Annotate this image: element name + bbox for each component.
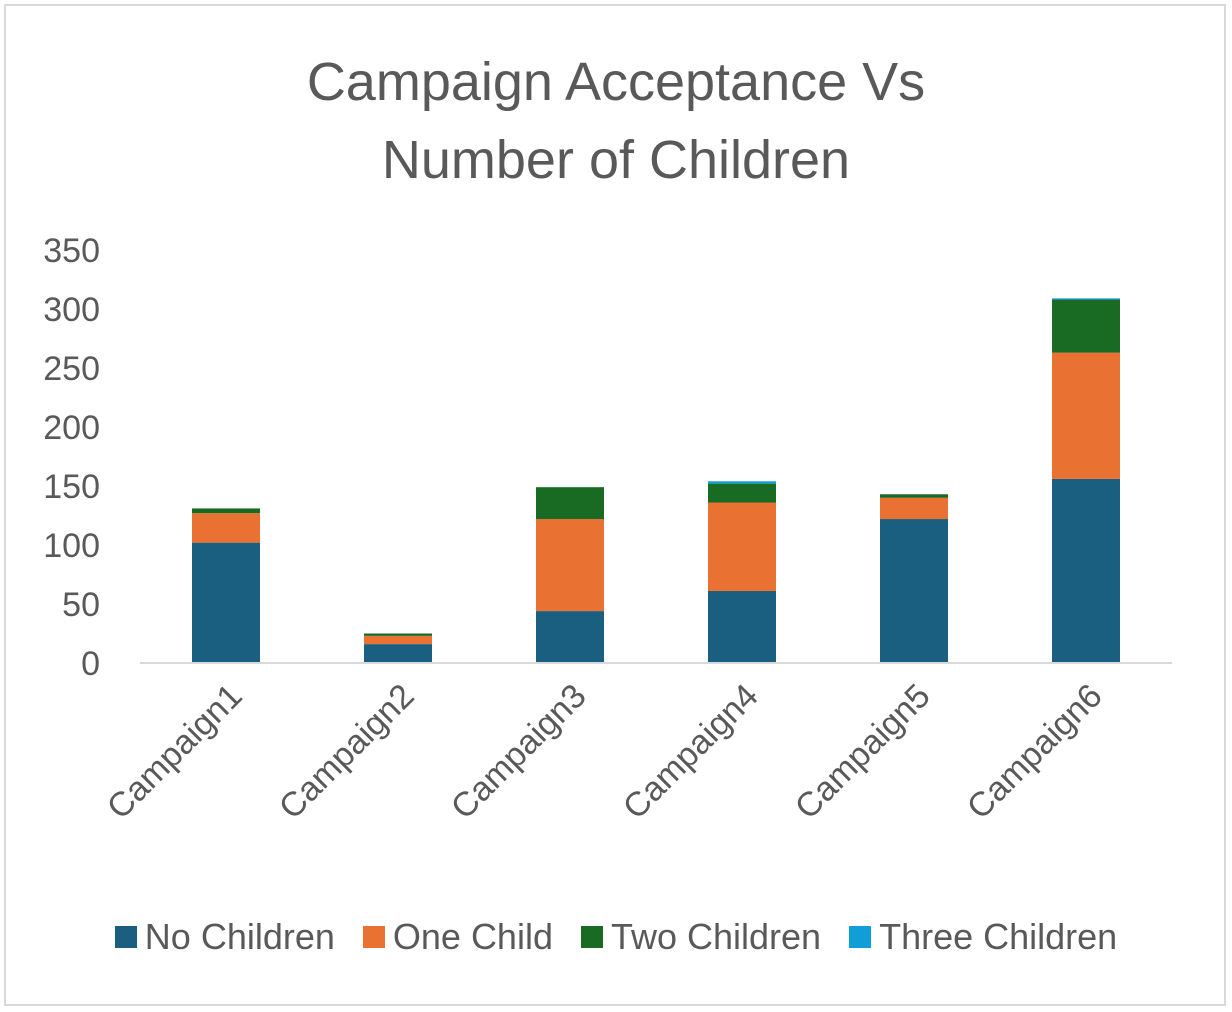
legend-swatch-one-child [362, 926, 385, 948]
bar-segment-two-children [364, 633, 432, 636]
bar-segment-one-child [1052, 352, 1120, 479]
bar-segment-no-children [880, 519, 948, 663]
legend-item-two-children: Two Children [580, 916, 822, 958]
legend-label-one-child: One Child [392, 916, 553, 957]
y-tick-label: 300 [43, 291, 100, 329]
bar-segment-two-children [880, 494, 948, 498]
bar-segment-three-children [1052, 298, 1120, 300]
legend-swatch-no-children [114, 926, 137, 948]
legend-label-three-children: Three Children [879, 916, 1118, 957]
bar-segment-no-children [536, 611, 604, 663]
bar-segment-three-children [708, 481, 776, 484]
legend: No Children One Child Two Children Three… [0, 912, 1232, 962]
chart-plot: 0 50 100 150 200 250 300 350 Campaign1 Campaign2… [43, 232, 1172, 827]
y-tick-label: 350 [43, 232, 100, 270]
bar-segment-two-children [708, 483, 776, 503]
legend-item-one-child: One Child [362, 916, 553, 958]
bar-segment-one-child [364, 635, 432, 645]
x-category-label: Campaign4 [616, 677, 766, 827]
legend-swatch-three-children [849, 926, 872, 948]
x-category-label: Campaign2 [272, 677, 422, 827]
legend-swatch-two-children [580, 926, 603, 948]
y-tick-label: 50 [62, 586, 100, 624]
bars [192, 298, 1120, 663]
bar-segment-no-children [708, 591, 776, 663]
x-category-label: Campaign1 [100, 677, 250, 827]
y-axis-ticks: 0 50 100 150 200 250 300 350 [43, 232, 100, 683]
legend-label-two-children: Two Children [610, 916, 822, 957]
legend-item-three-children: Three Children [849, 916, 1117, 958]
y-tick-label: 150 [43, 468, 100, 506]
y-tick-label: 200 [43, 409, 100, 447]
bar-segment-no-children [364, 644, 432, 663]
bar-segment-one-child [536, 519, 604, 612]
legend-label-no-children: No Children [144, 916, 335, 957]
bar-segment-no-children [192, 542, 260, 663]
y-tick-label: 0 [81, 645, 100, 683]
bar-segment-one-child [708, 502, 776, 592]
chart-title-line2: Number of Children [381, 130, 851, 190]
chart-frame [4, 4, 1226, 1006]
x-category-label: Campaign5 [788, 677, 938, 827]
y-tick-label: 250 [43, 350, 100, 388]
bar-segment-one-child [880, 497, 948, 520]
bar-segment-two-children [536, 487, 604, 520]
x-category-label: Campaign3 [444, 677, 594, 827]
bar-segment-no-children [1052, 478, 1120, 663]
legend-item-no-children: No Children [114, 916, 335, 958]
chart-title-line1: Campaign Acceptance Vs [306, 52, 926, 112]
bar-segment-one-child [192, 513, 260, 543]
x-category-label: Campaign6 [960, 677, 1110, 827]
bar-segment-two-children [1052, 299, 1120, 353]
x-axis-categories: Campaign1 Campaign2 Campaign3 Campaign4 Camp… [100, 677, 1110, 827]
bar-segment-two-children [192, 508, 260, 514]
y-tick-label: 100 [43, 527, 100, 565]
